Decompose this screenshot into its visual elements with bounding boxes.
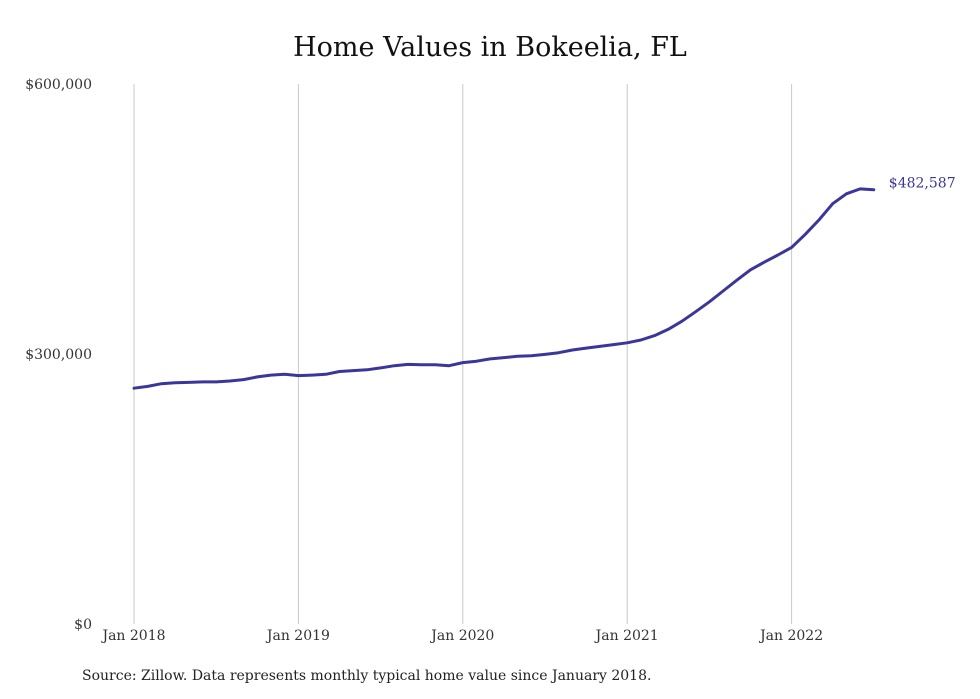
x-axis-tick-labels: Jan 2018 Jan 2019 Jan 2020 Jan 2021 Jan 2022 xyxy=(100,628,823,644)
end-value-label: $482,587 xyxy=(889,176,956,192)
x-tick-label-0: Jan 2018 xyxy=(100,628,165,644)
y-tick-label-1: $300,000 xyxy=(25,347,92,363)
x-tick-label-4: Jan 2022 xyxy=(758,628,823,644)
y-tick-label-0: $0 xyxy=(74,617,92,633)
source-note: Source: Zillow. Data represents monthly … xyxy=(82,668,652,684)
grid-lines xyxy=(133,84,793,624)
chart-title: Home Values in Bokeelia, FL xyxy=(293,32,687,63)
series-line xyxy=(132,187,876,390)
x-tick-label-1: Jan 2019 xyxy=(265,628,330,644)
x-tick-label-2: Jan 2020 xyxy=(429,628,494,644)
y-axis-tick-labels: $0 $300,000 $600,000 xyxy=(25,77,92,633)
y-tick-label-2: $600,000 xyxy=(25,77,92,93)
x-tick-label-3: Jan 2021 xyxy=(594,628,659,644)
